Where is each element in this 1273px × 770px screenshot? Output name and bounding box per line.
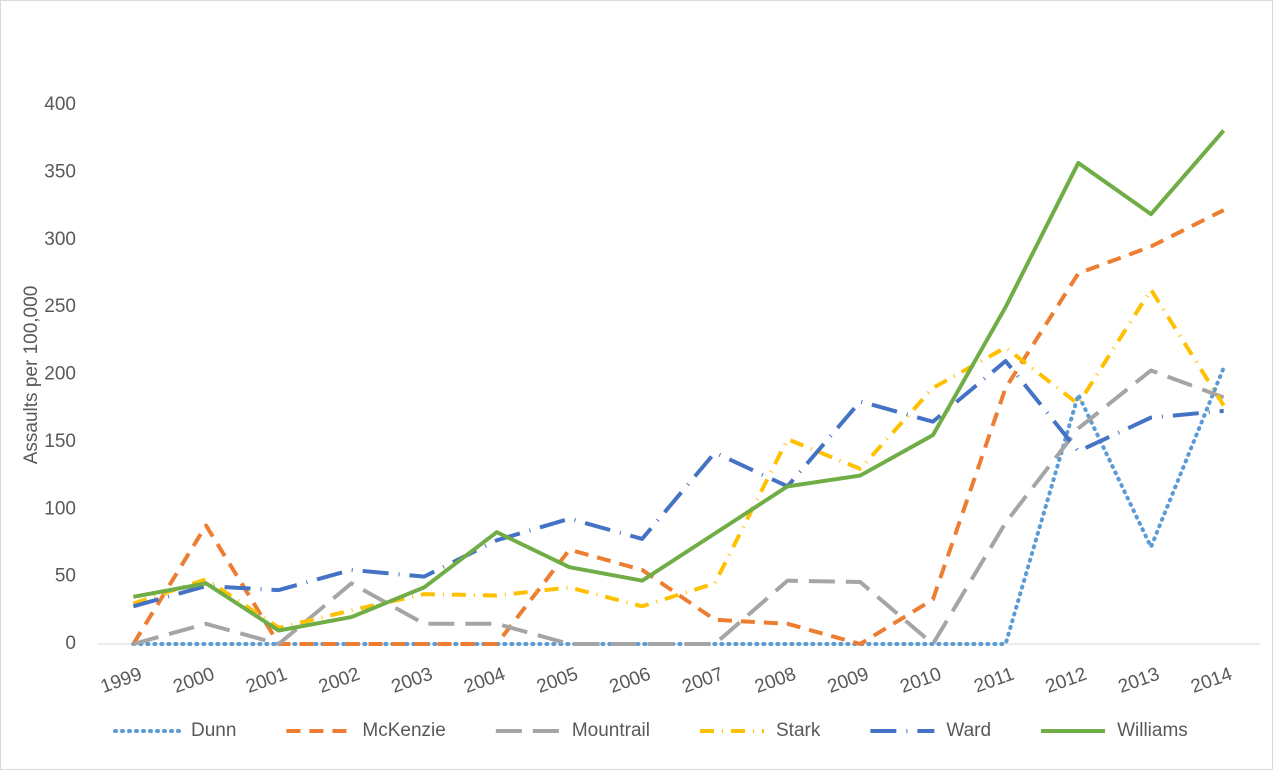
y-tick-label: 250 [44,296,76,317]
series-line [132,287,1226,630]
y-tick-label: 200 [44,364,76,385]
series-line [132,129,1226,633]
series-line [132,368,1225,646]
legend-label: Dunn [191,720,236,741]
legend-label: Ward [946,720,991,741]
y-tick-label: 350 [44,161,76,182]
legend-label: Mountrail [572,720,650,741]
series-line [132,359,1224,609]
y-axis-label: Assaults per 100,000 [21,286,42,465]
legend-label: Williams [1117,720,1188,741]
y-tick-label: 400 [44,94,76,115]
y-tick-label: 0 [65,633,76,654]
y-tick-label: 100 [44,498,76,519]
legend-label: Stark [776,720,821,741]
y-tick-label: 150 [44,431,76,452]
series-line [131,365,1226,646]
legend-label: McKenzie [362,720,445,741]
y-tick-label: 300 [44,229,76,250]
y-tick-label: 50 [55,566,76,587]
